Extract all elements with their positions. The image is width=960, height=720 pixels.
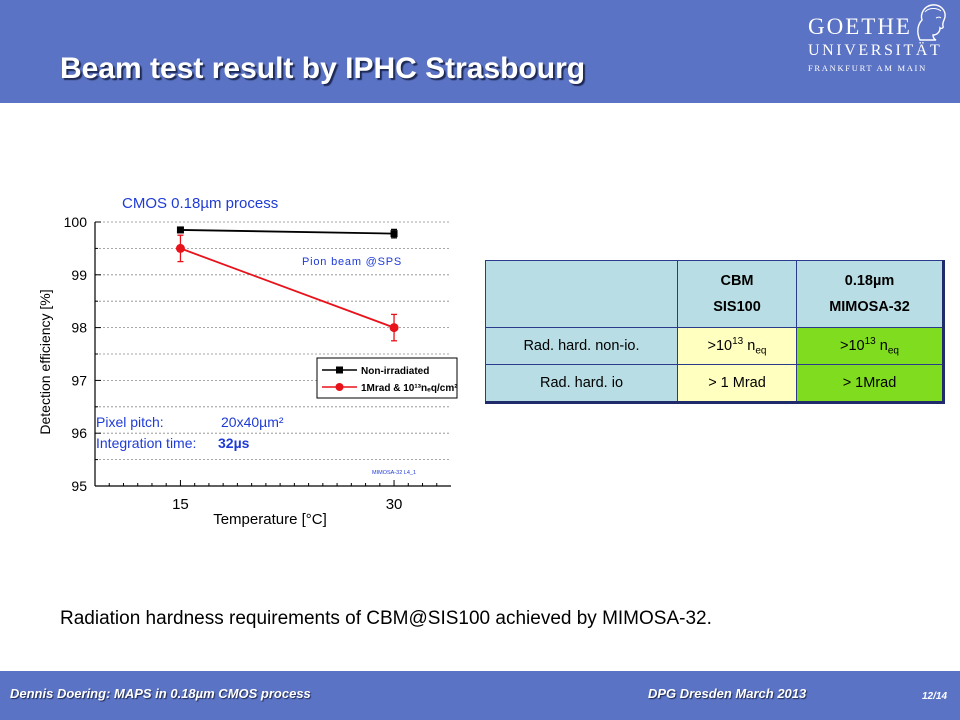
logo-goethe: GOETHE — [808, 14, 912, 39]
x-tick-label: 30 — [386, 496, 403, 513]
goethe-portrait-icon — [917, 4, 946, 41]
table-head-mimosa: 0.18µm MIMOSA-32 — [796, 260, 945, 328]
table-header-row: CBM SIS100 0.18µm MIMOSA-32 — [485, 260, 945, 328]
footer-event: DPG Dresden March 2013 — [648, 686, 807, 701]
data-point-non-irradiated — [390, 230, 398, 238]
legend: Non-irradiated 1Mrad & 10¹³nₑq/cm² — [316, 357, 458, 399]
cell-mimosa-non-ionizing: >1013 neq — [796, 327, 945, 365]
y-tick-label: 96 — [71, 425, 87, 441]
legend-label-non-irradiated: Non-irradiated — [361, 366, 429, 377]
pixel-pitch-value: 20x40µm² — [221, 414, 284, 430]
cell-cbm-non-ionizing: >1013 neq — [677, 327, 797, 365]
row-label-non-ionizing: Rad. hard. non-io. — [485, 327, 678, 365]
table-corner-cell — [485, 260, 678, 328]
footer-bar: Dennis Doering: MAPS in 0.18µm CMOS proc… — [0, 671, 960, 720]
data-point-non-irradiated — [176, 226, 184, 234]
legend-marker-irradiated — [335, 383, 344, 391]
beam-annotation: Pion beam @SPS — [302, 256, 402, 268]
legend-label-irradiated: 1Mrad & 10¹³nₑq/cm² — [361, 383, 458, 394]
efficiency-chart: CMOS 0.18µm process 95 96 97 98 99 100 15 30 De… — [30, 182, 460, 532]
series-line-non-irradiated — [180, 229, 395, 235]
chart-title: CMOS 0.18µm process — [122, 195, 278, 212]
footer-author: Dennis Doering: MAPS in 0.18µm CMOS proc… — [10, 686, 311, 701]
pixel-pitch-label: Pixel pitch: — [96, 414, 164, 430]
integration-time-label: Integration time: — [96, 435, 196, 451]
y-axis-label: Detection efficiency [%] — [37, 289, 53, 434]
data-point-irradiated — [389, 323, 399, 333]
sensor-tag: MIMOSA-32 L4_1 — [372, 470, 416, 476]
table-row: Rad. hard. io > 1 Mrad > 1Mrad — [485, 364, 945, 403]
y-tick-label: 98 — [71, 320, 87, 336]
cell-mimosa-ionizing: > 1Mrad — [796, 364, 945, 403]
row-label-ionizing: Rad. hard. io — [485, 364, 678, 403]
y-tick-label: 99 — [71, 267, 87, 283]
legend-box — [316, 357, 458, 399]
integration-time-value: 32µs — [218, 435, 250, 451]
y-tick-label: 95 — [71, 478, 87, 494]
legend-marker-non-irradiated — [336, 366, 343, 374]
data-point-irradiated — [175, 243, 185, 253]
header-bar: Beam test result by IPHC Strasbourg GOET… — [0, 0, 960, 103]
logo-universitaet: UNIVERSITÄT — [808, 42, 943, 59]
y-tick-label: 97 — [71, 372, 87, 388]
x-axis-label: Temperature [°C] — [213, 511, 327, 528]
series-line-irradiated — [180, 247, 395, 329]
y-tick-label: 100 — [64, 214, 88, 230]
slide-title: Beam test result by IPHC Strasbourg — [60, 52, 586, 85]
x-tick-label: 15 — [172, 496, 189, 513]
university-logo: GOETHE UNIVERSITÄT FRANKFURT AM MAIN — [796, 2, 956, 80]
table-head-cbm: CBM SIS100 — [677, 260, 797, 328]
page-number: 12/14 — [922, 691, 948, 702]
logo-city: FRANKFURT AM MAIN — [808, 63, 927, 73]
requirements-table: CBM SIS100 0.18µm MIMOSA-32 Rad. hard. non… — [485, 260, 945, 404]
table-row: Rad. hard. non-io. >1013 neq >1013 neq — [485, 327, 945, 365]
cell-cbm-ionizing: > 1 Mrad — [677, 364, 797, 403]
conclusion-text: Radiation hardness requirements of CBM@S… — [60, 608, 712, 629]
